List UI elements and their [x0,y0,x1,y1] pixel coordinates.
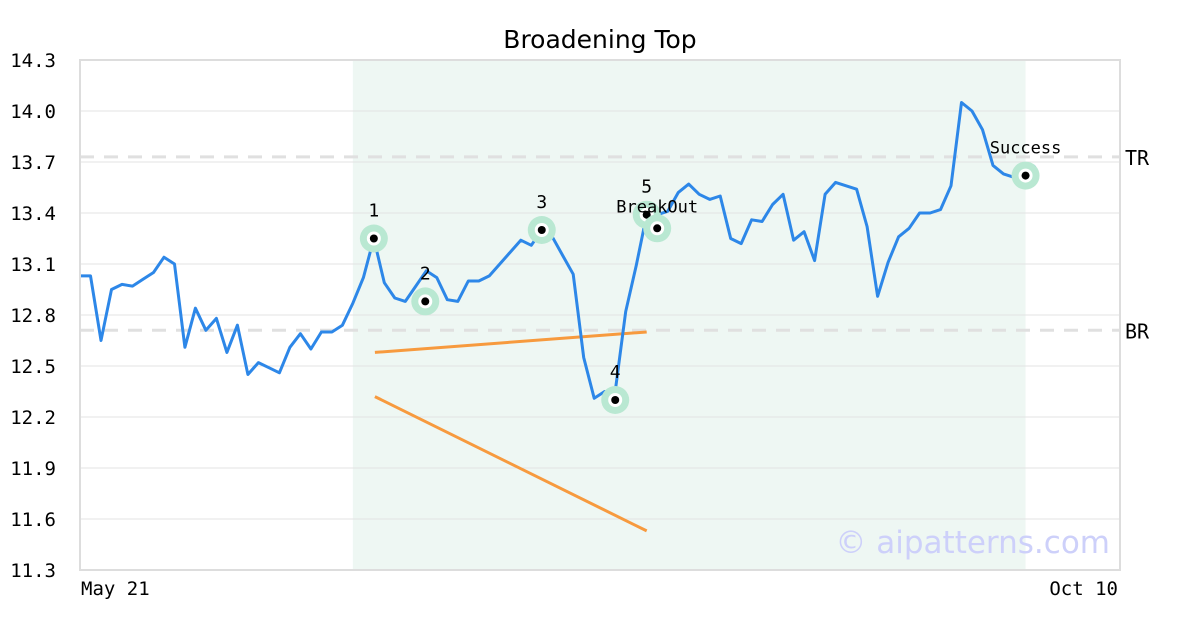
point-marker [653,224,662,233]
y-tick-label: 14.0 [10,101,56,123]
x-tick-start: May 21 [81,578,150,600]
plot-frame [79,59,1121,571]
y-tick-label: 12.2 [10,407,56,429]
y-tick-label: 13.1 [10,254,56,276]
y-tick-label: 12.5 [10,356,56,378]
point-label: 4 [610,362,621,383]
levels: TR BR [80,146,1150,343]
y-tick-label: 11.3 [10,560,56,582]
x-tick-end: Oct 10 [1049,578,1118,600]
level-label-br: BR [1125,319,1150,343]
price-line [80,101,1037,400]
point-marker [611,396,620,404]
point-label: 1 [368,201,379,222]
point-marker [421,297,430,306]
y-tick-label: 14.3 [10,50,56,72]
point-marker [537,226,546,234]
y-tick-label: 13.7 [10,152,56,174]
trendlines [374,330,648,533]
y-tick-label: 12.8 [10,305,56,327]
point-marker [642,210,651,219]
point-label: 3 [536,192,547,213]
point-label: 5 [641,176,652,197]
y-tick-label: 11.6 [10,509,56,531]
watermark: © aipatterns.com [835,525,1110,561]
trendline [374,330,647,354]
level-label-tr: TR [1125,146,1150,170]
chart-title: Broadening Top [503,25,696,54]
trendline [374,395,648,533]
point-marker [369,234,378,243]
point-label: BreakOut [616,197,698,217]
y-axis-ticks: 11.3 11.6 11.9 12.2 12.5 12.8 13.1 13.4 13.7 14.0… [10,50,56,582]
y-tick-label: 13.4 [10,203,56,225]
point-label: Success [990,139,1062,159]
y-tick-label: 11.9 [10,458,56,480]
point-label: 2 [420,263,431,284]
point-marker [1021,171,1030,180]
